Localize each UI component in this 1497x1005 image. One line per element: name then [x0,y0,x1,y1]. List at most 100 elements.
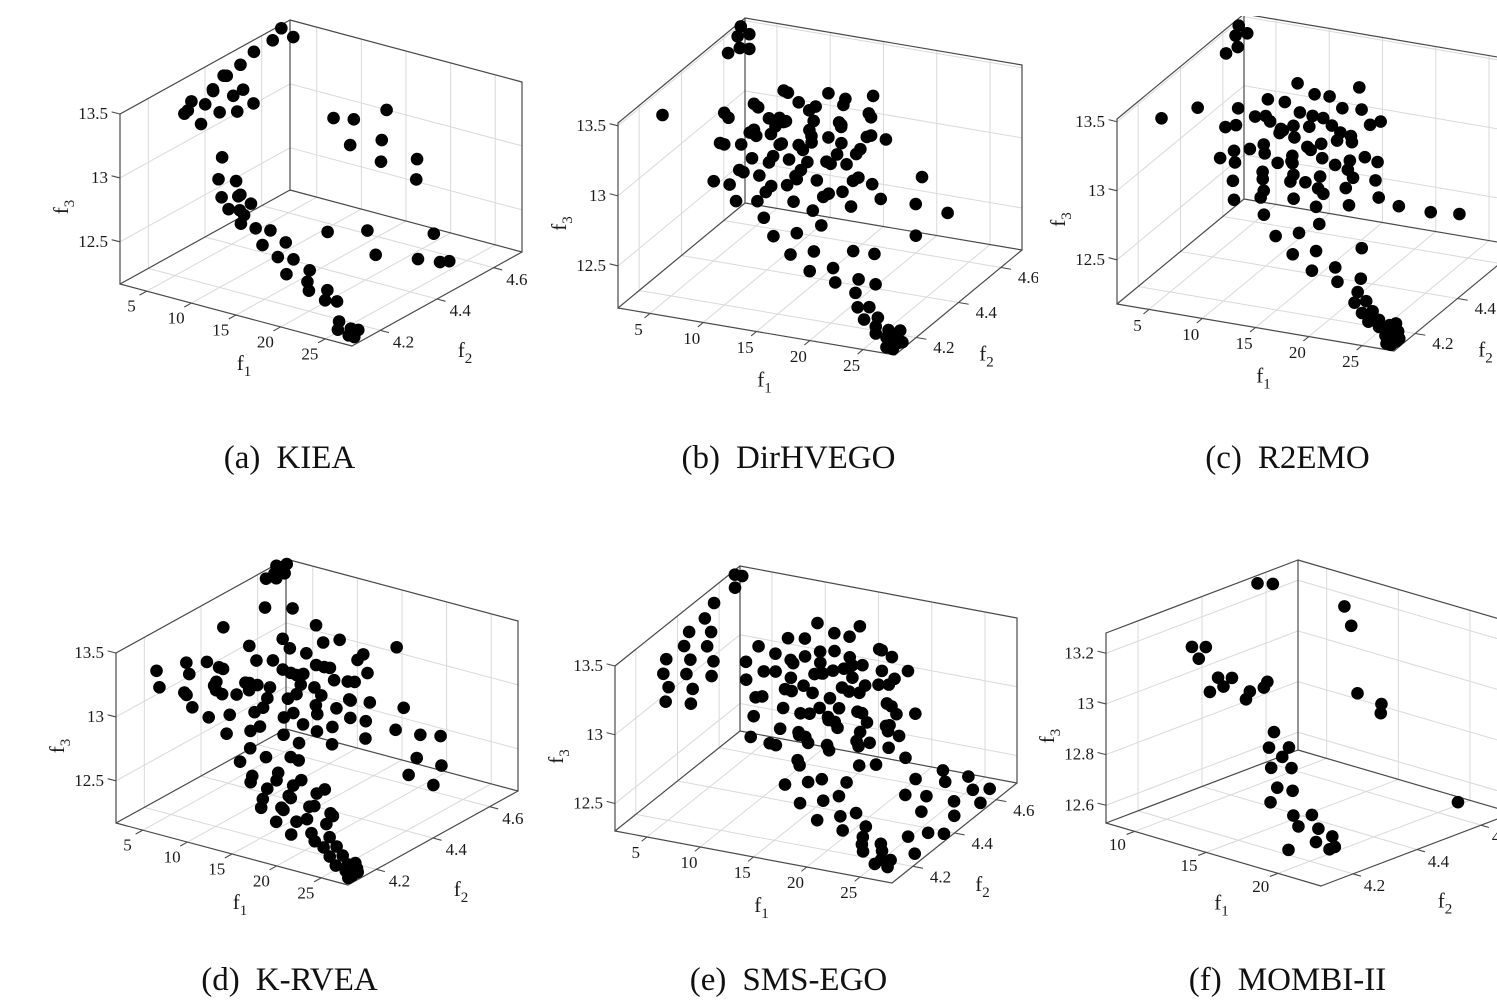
svg-text:4.6: 4.6 [1018,268,1038,287]
svg-text:f3: f3 [547,216,576,231]
svg-text:f2: f2 [454,877,469,906]
svg-text:f1: f1 [1256,364,1271,393]
svg-text:4.2: 4.2 [393,333,414,352]
caption-index: (c) [1205,440,1242,476]
scatter3d-plot-krvea: 5 10 15 20 25 4.2 4.4 4.6 12.5 13 13.5 f1 f2 f3 [45,557,523,919]
svg-text:f2: f2 [979,342,994,371]
panel-krvea: 5 10 15 20 25 4.2 4.4 4.6 12.5 13 13.5 f1 f2 f3 (d) K-… [40,546,539,999]
caption-index: (e) [689,962,727,998]
svg-text:5: 5 [1133,316,1142,335]
caption-krvea: (d) K-RVEA [40,962,539,999]
svg-text:13.5: 13.5 [576,116,606,135]
svg-text:15: 15 [1181,856,1198,875]
svg-text:25: 25 [843,356,860,375]
svg-text:5: 5 [123,836,132,855]
svg-text:4.2: 4.2 [389,872,410,891]
svg-text:20: 20 [790,347,807,366]
svg-text:10: 10 [168,309,185,328]
svg-text:f3: f3 [1038,729,1064,744]
panel-smsego: 5 10 15 20 25 4.2 4.4 4.6 12.5 13 13.5 f1 f2 f3 (e) SM… [539,546,1038,999]
svg-text:f1: f1 [1214,891,1229,920]
caption-text: DirHVEGO [736,440,896,476]
svg-text:4.2: 4.2 [930,868,951,887]
svg-text:4.4: 4.4 [972,834,994,853]
svg-text:15: 15 [1236,334,1253,353]
svg-text:15: 15 [208,859,225,878]
svg-text:25: 25 [297,883,314,902]
svg-text:13.5: 13.5 [573,656,603,675]
svg-text:12.5: 12.5 [573,794,603,813]
svg-text:15: 15 [737,338,754,357]
svg-text:25: 25 [301,344,318,363]
svg-text:20: 20 [253,871,270,890]
svg-text:25: 25 [1342,352,1359,371]
svg-text:4.2: 4.2 [933,338,954,357]
caption-text: SMS-EGO [742,962,888,998]
svg-text:13: 13 [1088,181,1105,200]
svg-text:15: 15 [212,320,229,339]
svg-text:4.6: 4.6 [1492,827,1497,846]
svg-text:4.4: 4.4 [446,840,468,859]
svg-text:25: 25 [840,883,857,902]
svg-text:4.4: 4.4 [1475,299,1497,318]
svg-text:f3: f3 [1046,212,1075,227]
scatter3d-plot-mombi2: 10 15 20 4.2 4.4 4.6 12.6 12.8 13 13.2 f1 f2 f3 [1038,559,1497,920]
caption-kiea: (a) KIEA [40,440,539,477]
svg-text:4.4: 4.4 [1428,852,1450,871]
svg-text:f1: f1 [237,351,252,380]
svg-text:4.6: 4.6 [502,809,523,828]
svg-text:13: 13 [589,186,606,205]
caption-mombi2: (f) MOMBI-II [1038,962,1497,999]
svg-text:10: 10 [680,853,697,872]
caption-text: KIEA [276,440,356,476]
svg-text:12.5: 12.5 [1075,250,1105,269]
panel-mombi2: 10 15 20 4.2 4.4 4.6 12.6 12.8 13 13.2 f1 f2 f3 (f) M… [1038,546,1497,999]
svg-text:4.2: 4.2 [1364,876,1385,895]
svg-text:4.4: 4.4 [976,303,998,322]
caption-index: (a) [223,440,261,476]
svg-text:f3: f3 [45,739,74,754]
scatter3d-plot-kiea: 5 10 15 20 25 4.2 4.4 4.6 12.5 13 13.5 f1 f2 f3 [49,19,527,380]
caption-dirhvego: (b) DirHVEGO [539,440,1038,477]
svg-text:f3: f3 [544,749,573,764]
svg-text:10: 10 [164,848,181,867]
caption-text: R2EMO [1257,440,1370,476]
panel-dirhvego: 5 10 15 20 25 4.2 4.4 4.6 12.5 13 13.5 f1 f2 f3 (b) Di… [539,16,1038,477]
caption-text: MOMBI-II [1237,962,1387,998]
svg-text:4.6: 4.6 [1013,801,1034,820]
svg-text:13.5: 13.5 [78,104,108,123]
svg-text:5: 5 [634,320,643,339]
svg-text:13.2: 13.2 [1064,643,1094,662]
svg-text:13: 13 [586,725,603,744]
svg-text:4.6: 4.6 [506,270,527,289]
svg-text:f2: f2 [1438,889,1453,918]
caption-index: (f) [1188,962,1222,998]
svg-text:13: 13 [87,707,104,726]
svg-text:f2: f2 [1478,338,1493,367]
svg-text:5: 5 [631,843,640,862]
svg-text:f3: f3 [49,200,78,215]
svg-text:12.8: 12.8 [1064,745,1094,764]
svg-text:f1: f1 [754,893,769,922]
caption-text: K-RVEA [255,962,378,998]
svg-text:13: 13 [91,168,108,187]
caption-index: (d) [201,962,240,998]
svg-text:f1: f1 [233,890,248,919]
svg-text:13: 13 [1077,694,1094,713]
svg-text:5: 5 [127,297,136,316]
svg-text:15: 15 [734,863,751,882]
svg-text:12.5: 12.5 [78,232,108,251]
caption-r2emo: (c) R2EMO [1038,440,1497,477]
svg-text:20: 20 [1252,877,1269,896]
svg-text:f1: f1 [757,368,772,397]
svg-text:f2: f2 [975,872,990,901]
scatter3d-plot-dirhvego: 5 10 15 20 25 4.2 4.4 4.6 12.5 13 13.5 f1 f2 f3 [547,17,1038,397]
svg-text:12.5: 12.5 [74,771,104,790]
svg-text:10: 10 [683,329,700,348]
scatter3d-plot-smsego: 5 10 15 20 25 4.2 4.4 4.6 12.5 13 13.5 f1 f2 f3 [544,565,1034,922]
caption-index: (b) [681,440,720,476]
svg-text:13.5: 13.5 [74,643,104,662]
svg-text:20: 20 [787,873,804,892]
